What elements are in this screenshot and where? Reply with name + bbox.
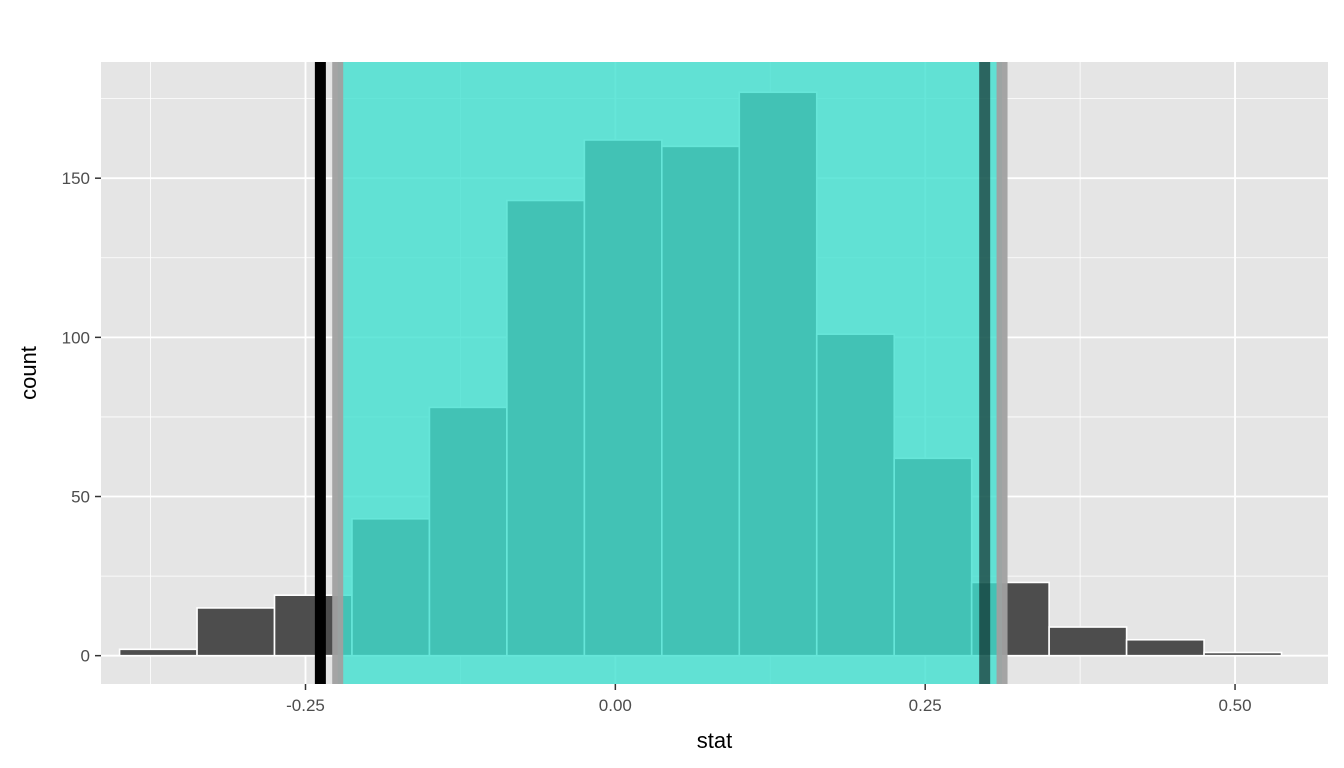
x-axis-title: stat [697, 728, 732, 753]
confidence-interval-shade [337, 62, 1003, 684]
y-axis: 0 50 100 150 [62, 169, 101, 666]
shaded-interval [337, 62, 1003, 684]
x-axis: -0.25 0.00 0.25 0.50 [286, 684, 1252, 715]
y-axis-title: count [16, 346, 41, 400]
y-tick-label: 0 [81, 647, 90, 666]
x-tick-label: -0.25 [286, 696, 325, 715]
histogram-bar [1203, 651, 1283, 657]
y-tick-label: 50 [71, 488, 90, 507]
x-tick-label: 0.00 [599, 696, 632, 715]
histogram-bar [118, 648, 198, 657]
x-tick-label: 0.50 [1218, 696, 1251, 715]
histogram-bar [196, 607, 276, 657]
y-tick-label: 150 [62, 169, 90, 188]
histogram-bar [1125, 638, 1205, 657]
y-tick-label: 100 [62, 328, 90, 347]
histogram-bar [1048, 626, 1128, 657]
x-tick-label: 0.25 [909, 696, 942, 715]
reference-lines [314, 62, 1008, 684]
